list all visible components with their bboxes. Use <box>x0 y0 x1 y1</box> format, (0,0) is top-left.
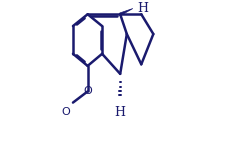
Text: O: O <box>62 107 70 117</box>
Text: O: O <box>83 86 92 96</box>
Text: H: H <box>115 106 126 119</box>
Polygon shape <box>120 9 133 16</box>
Text: H: H <box>137 2 148 15</box>
